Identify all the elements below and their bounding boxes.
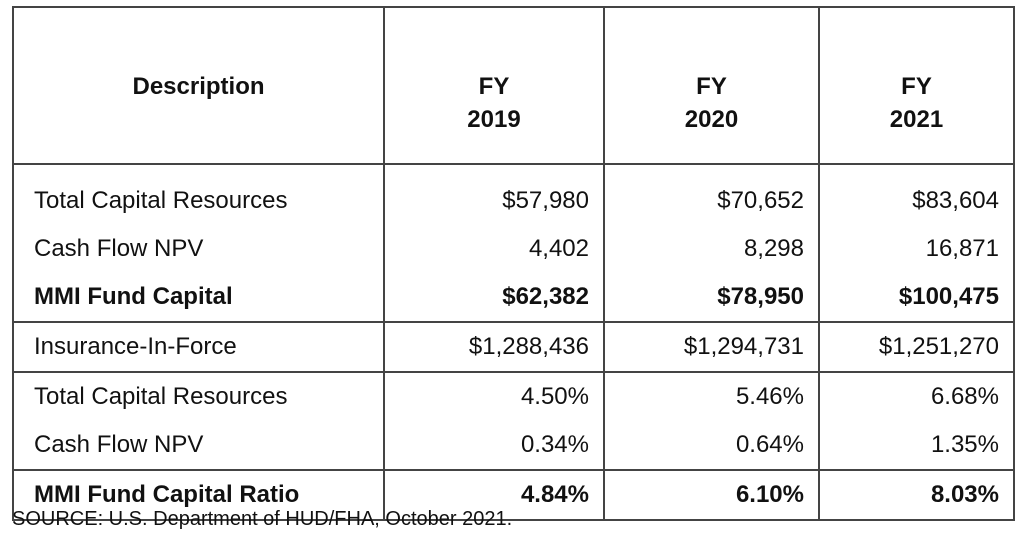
cell-value: 16,871 xyxy=(818,225,1015,273)
row-label: MMI Fund Capital Ratio xyxy=(12,470,385,521)
header-fy-label: FY xyxy=(696,73,727,100)
source-note: SOURCE: U.S. Department of HUD/FHA, Octo… xyxy=(12,508,513,530)
row-label: MMI Fund Capital xyxy=(12,273,385,323)
header-fy-label: FY xyxy=(478,73,510,100)
table-row: Cash Flow NPV 4,402 8,298 16,871 xyxy=(12,225,1015,273)
cell-value: $57,980 xyxy=(383,164,605,225)
cell-value: $100,475 xyxy=(818,273,1015,323)
table-row: MMI Fund Capital $62,382 $78,950 $100,47… xyxy=(12,273,1015,323)
row-label: Insurance-In-Force xyxy=(12,322,385,373)
header-row: Description FY 2019 FY 2020 FY 2021 xyxy=(12,6,1015,165)
row-label: Total Capital Resources xyxy=(12,372,385,421)
table-row: Cash Flow NPV 0.34% 0.64% 1.35% xyxy=(12,421,1015,471)
header-fy2020: FY 2020 xyxy=(603,6,820,165)
header-fy2021: FY 2021 xyxy=(818,6,1015,165)
cell-value: 4.50% xyxy=(383,372,605,421)
cell-value: $70,652 xyxy=(603,164,820,225)
cell-value: 0.64% xyxy=(603,421,820,471)
mmi-fund-capital-table: Description FY 2019 FY 2020 FY 2021 Total C… xyxy=(12,6,1015,521)
cell-value: $1,294,731 xyxy=(603,322,820,373)
cell-value: 6.68% xyxy=(818,372,1015,421)
cell-value: 4.84% xyxy=(383,470,605,521)
cell-value: $1,251,270 xyxy=(818,322,1015,373)
cell-value: $78,950 xyxy=(603,273,820,323)
header-year: 2019 xyxy=(467,106,521,133)
row-label: Total Capital Resources xyxy=(12,164,385,225)
cell-value: $62,382 xyxy=(383,273,605,323)
cell-value: 8,298 xyxy=(603,225,820,273)
table-row: Insurance-In-Force $1,288,436 $1,294,731… xyxy=(12,322,1015,373)
cell-value: $1,288,436 xyxy=(383,322,605,373)
cell-value: 4,402 xyxy=(383,225,605,273)
table-row: MMI Fund Capital Ratio 4.84% 6.10% 8.03% xyxy=(12,470,1015,521)
header-fy2019: FY 2019 xyxy=(383,6,605,165)
cell-value: 5.46% xyxy=(603,372,820,421)
cell-value: 6.10% xyxy=(603,470,820,521)
header-description: Description xyxy=(12,6,385,165)
header-year: 2021 xyxy=(889,106,944,133)
cell-value: 8.03% xyxy=(818,470,1015,521)
table-row: Total Capital Resources 4.50% 5.46% 6.68… xyxy=(12,372,1015,421)
cell-value: 0.34% xyxy=(383,421,605,471)
table-row: Total Capital Resources $57,980 $70,652 … xyxy=(12,164,1015,225)
row-label: Cash Flow NPV xyxy=(12,421,385,471)
cell-value: 1.35% xyxy=(818,421,1015,471)
row-label: Cash Flow NPV xyxy=(12,225,385,273)
header-year: 2020 xyxy=(684,106,739,133)
header-fy-label: FY xyxy=(901,73,932,100)
cell-value: $83,604 xyxy=(818,164,1015,225)
